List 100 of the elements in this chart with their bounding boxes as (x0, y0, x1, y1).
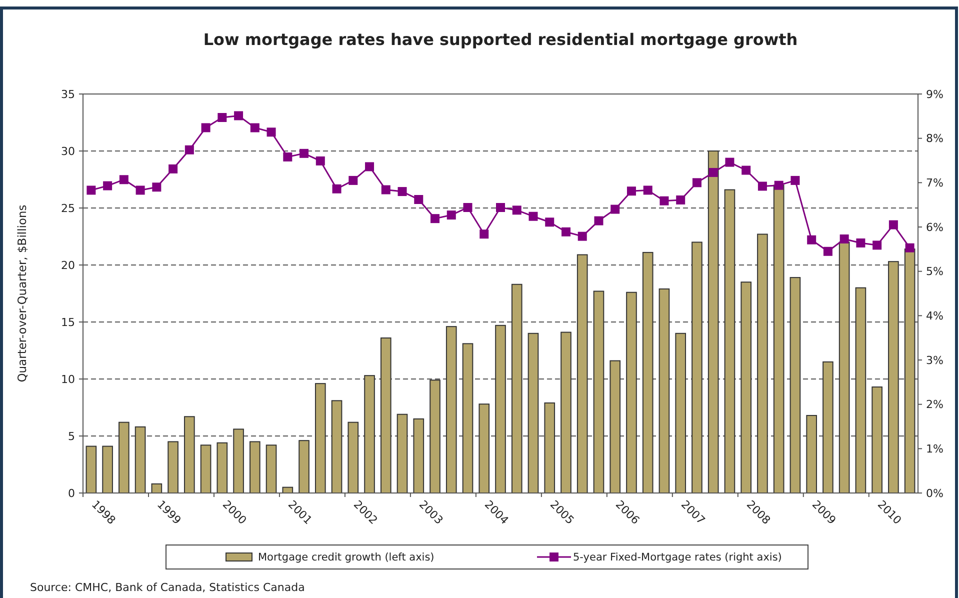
bar (610, 360, 621, 494)
bar (642, 252, 654, 494)
point (218, 112, 227, 122)
point (626, 186, 636, 196)
bar (413, 418, 424, 494)
y2-tick-label: 8% (926, 132, 944, 146)
point (660, 196, 669, 206)
bar (806, 414, 817, 494)
point (463, 202, 472, 212)
bar (692, 242, 702, 494)
bar (872, 386, 882, 494)
point (316, 156, 325, 166)
bar (495, 324, 506, 494)
bar (446, 326, 457, 494)
point (528, 212, 538, 221)
bar (380, 337, 392, 494)
point (856, 238, 866, 248)
y-tick-label: 25 (61, 202, 75, 215)
y2-tick-label: 3% (926, 354, 944, 367)
bar (430, 380, 440, 494)
bar (675, 332, 686, 494)
bar (184, 416, 195, 494)
bar (528, 332, 539, 494)
bar (118, 422, 130, 494)
point (480, 230, 489, 239)
bar (740, 282, 752, 494)
bar (200, 444, 212, 494)
bar (560, 332, 572, 494)
bar (396, 414, 408, 494)
bar (888, 261, 899, 494)
point (561, 227, 570, 236)
bar (478, 404, 490, 494)
bar (790, 277, 801, 494)
point (152, 182, 162, 192)
point (742, 166, 751, 175)
y2-tick-label: 2% (926, 398, 944, 412)
bar (838, 242, 850, 494)
bar (216, 442, 228, 494)
bar (544, 402, 556, 494)
point (300, 148, 309, 158)
chart-title: Low mortgage rates have supported residential mortgage growth (203, 30, 798, 49)
bar (511, 284, 522, 494)
point (676, 195, 686, 204)
bar (773, 184, 784, 494)
bar (724, 189, 736, 494)
y2-tick-label: 1% (926, 442, 944, 456)
point (774, 180, 784, 190)
bar (576, 254, 588, 494)
bar (348, 422, 359, 494)
point (168, 164, 178, 174)
point (512, 206, 522, 215)
point (888, 220, 898, 230)
y2-tick-label: 0% (926, 486, 944, 500)
point (381, 185, 390, 194)
bar (314, 383, 326, 494)
point (266, 128, 276, 137)
y-axis-title: Quarter-over-Quarter, $Billions (15, 204, 29, 382)
point (283, 152, 292, 162)
point (136, 186, 145, 195)
y2-tick-label: 9% (926, 88, 944, 101)
y2-tick-label: 7% (926, 176, 944, 190)
y-tick-label: 10 (61, 372, 75, 386)
point (807, 235, 816, 244)
point (725, 158, 734, 167)
bar (266, 444, 277, 494)
bar (86, 446, 97, 494)
point (545, 218, 554, 227)
y-tick-label: 30 (61, 144, 75, 158)
point (119, 175, 128, 184)
y-tick-label: 15 (61, 316, 75, 329)
bar (462, 343, 474, 494)
point (840, 234, 849, 244)
bar (331, 400, 342, 494)
bar (855, 287, 866, 494)
point (823, 246, 832, 256)
point (578, 232, 587, 241)
bar (593, 290, 604, 494)
point (708, 168, 718, 177)
point (365, 162, 374, 172)
y-tick-label: 35 (61, 88, 75, 101)
bar (757, 234, 768, 494)
point (872, 240, 882, 250)
point (184, 145, 194, 154)
point (86, 186, 96, 195)
bar (364, 375, 375, 494)
legend-label: 5-year Fixed-Mortgage rates (right axis) (573, 552, 782, 564)
bar (134, 426, 146, 494)
bar (250, 441, 260, 494)
point (430, 214, 440, 224)
point (250, 123, 260, 132)
y2-tick-label: 4% (926, 310, 944, 323)
y-tick-label: 5 (68, 430, 75, 443)
point (610, 204, 620, 214)
point (594, 216, 604, 226)
point (643, 186, 652, 195)
point (103, 181, 112, 190)
point (692, 178, 702, 188)
point (905, 243, 914, 252)
bar (626, 292, 637, 494)
point (496, 202, 505, 212)
